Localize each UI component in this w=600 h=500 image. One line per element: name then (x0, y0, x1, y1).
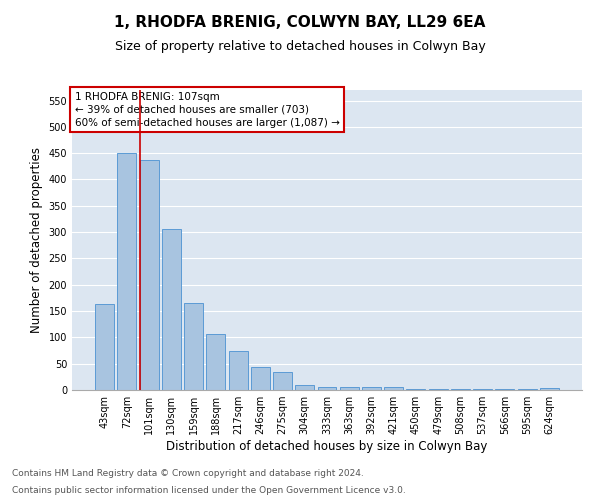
Text: Size of property relative to detached houses in Colwyn Bay: Size of property relative to detached ho… (115, 40, 485, 53)
Bar (317, 387, 337, 390)
Bar (229, 351, 248, 390)
Text: Contains HM Land Registry data © Crown copyright and database right 2024.: Contains HM Land Registry data © Crown c… (12, 468, 364, 477)
Bar (140, 160, 158, 390)
Y-axis label: Number of detached properties: Number of detached properties (30, 147, 43, 333)
Bar (251, 368, 270, 390)
Bar (162, 229, 181, 390)
Bar (273, 372, 292, 390)
X-axis label: Distribution of detached houses by size in Colwyn Bay: Distribution of detached houses by size … (166, 440, 488, 453)
Bar (118, 153, 136, 390)
Bar (540, 388, 559, 390)
Text: 1 RHODFA BRENIG: 107sqm
← 39% of detached houses are smaller (703)
60% of semi-d: 1 RHODFA BRENIG: 107sqm ← 39% of detache… (74, 92, 340, 128)
Bar (184, 303, 203, 390)
Bar (206, 334, 225, 390)
Text: Contains public sector information licensed under the Open Government Licence v3: Contains public sector information licen… (12, 486, 406, 495)
Text: 1, RHODFA BRENIG, COLWYN BAY, LL29 6EA: 1, RHODFA BRENIG, COLWYN BAY, LL29 6EA (115, 15, 485, 30)
Bar (95, 304, 114, 390)
Bar (362, 388, 381, 390)
Bar (384, 388, 403, 390)
Bar (295, 384, 314, 390)
Bar (340, 387, 359, 390)
